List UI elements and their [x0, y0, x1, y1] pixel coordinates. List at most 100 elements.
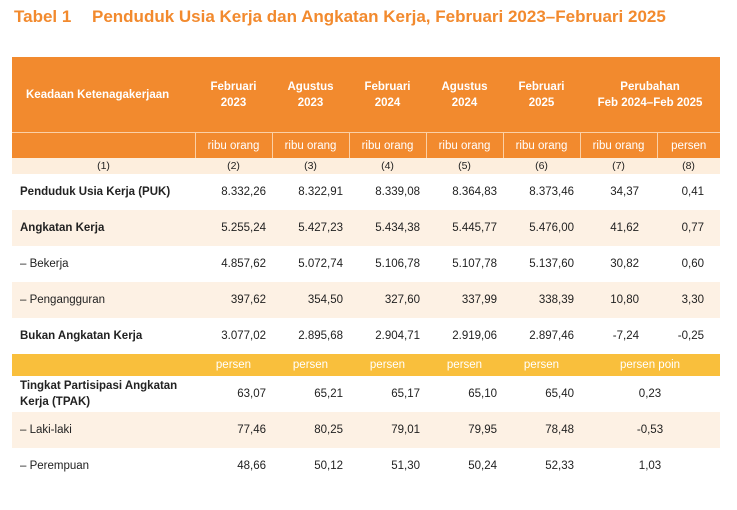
unit-label: persen [656, 132, 720, 158]
cell: 8.364,83 [452, 186, 497, 198]
cell: 48,66 [237, 460, 266, 472]
unit-label: persen [195, 354, 272, 376]
cell: 63,07 [237, 388, 266, 400]
cell: 8.322,91 [298, 186, 343, 198]
period-header: Februari 2025 [503, 57, 580, 133]
row-label: Tingkat Partisipasi Angkatan Kerja (TPAK… [20, 380, 178, 408]
cell: 8.373,46 [529, 186, 574, 198]
cell: 0,23 [638, 388, 662, 400]
cell: 2.904,71 [375, 330, 420, 342]
cell: 1,03 [638, 460, 662, 472]
cell: 4.857,62 [221, 258, 266, 270]
cell: 0,60 [681, 258, 704, 270]
unit-label: ribu orang [271, 132, 349, 158]
cell: 5.107,78 [452, 258, 497, 270]
cell: 8.332,26 [221, 186, 266, 198]
unit-label: persen [426, 354, 503, 376]
unit-label: ribu orang [194, 132, 272, 158]
cell: 79,01 [349, 412, 426, 448]
cell: 51,30 [391, 460, 420, 472]
cell: 50,24 [468, 460, 497, 472]
table-row: – Perempuan 48,66 50,12 51,30 50,24 52,3… [12, 448, 720, 484]
table-number: Tabel 1 [14, 7, 72, 26]
cell: -0,25 [677, 330, 704, 342]
header-row: Keadaan Ketenagakerjaan Februari 2023 Agu… [12, 57, 720, 133]
change-header: Perubahan Feb 2024–Feb 2025 [580, 57, 720, 133]
column-index: (5) [426, 158, 503, 174]
cell: 5.137,60 [529, 258, 574, 270]
table-row: Penduduk Usia Kerja (PUK) 8.332,26 8.322… [12, 174, 720, 210]
period-header: Februari 2024 [349, 57, 426, 133]
cell: 77,46 [195, 412, 272, 448]
column-index: (7) [580, 158, 657, 174]
cell: 65,10 [468, 388, 497, 400]
cell: 50,12 [314, 460, 343, 472]
cell: 65,17 [391, 388, 420, 400]
cell: -7,24 [612, 330, 639, 342]
cell: -0,53 [580, 412, 720, 448]
cell: 65,21 [314, 388, 343, 400]
cell: 0,41 [681, 186, 704, 198]
cell: 34,37 [610, 186, 639, 198]
column-index: (4) [349, 158, 426, 174]
column-index: (3) [272, 158, 349, 174]
cell: 5.445,77 [426, 210, 503, 246]
period-header: Februari 2023 [195, 57, 272, 133]
column-index: (1) [12, 158, 195, 174]
unit-label: persen [272, 354, 349, 376]
cell: 30,82 [610, 258, 639, 270]
cell: 3,30 [657, 282, 720, 318]
unit-blank [12, 354, 195, 376]
cell: 79,95 [426, 412, 503, 448]
unit-label: persen [349, 354, 426, 376]
unit-label: ribu orang [348, 132, 426, 158]
cell: 10,80 [580, 282, 657, 318]
period-header: Agustus 2023 [272, 57, 349, 133]
cell: 65,40 [545, 388, 574, 400]
cell: 41,62 [580, 210, 657, 246]
cell: 8.339,08 [375, 186, 420, 198]
cell: 3.077,02 [221, 330, 266, 342]
table-title: Tabel 1 Penduduk Usia Kerja dan Angkatan … [14, 7, 666, 27]
column-index: (2) [195, 158, 272, 174]
row-label: Penduduk Usia Kerja (PUK) [20, 186, 171, 198]
cell: 5.255,24 [195, 210, 272, 246]
cell: 327,60 [349, 282, 426, 318]
unit-blank [12, 132, 195, 158]
cell: 52,33 [545, 460, 574, 472]
unit-header-row: ribu orang ribu orang ribu orang ribu or… [12, 132, 720, 158]
table-row: Bukan Angkatan Kerja 3.077,02 2.895,68 2… [12, 318, 720, 354]
row-label: Angkatan Kerja [12, 210, 195, 246]
table-row: – Laki-laki 77,46 80,25 79,01 79,95 78,4… [12, 412, 720, 448]
cell: 5.072,74 [298, 258, 343, 270]
row-label: – Pengangguran [12, 282, 195, 318]
unit-label: ribu orang [425, 132, 503, 158]
table-row: – Pengangguran 397,62 354,50 327,60 337,… [12, 282, 720, 318]
table-row: Angkatan Kerja 5.255,24 5.427,23 5.434,3… [12, 210, 720, 246]
cell: 337,99 [426, 282, 503, 318]
unit-label: ribu orang [579, 132, 657, 158]
row-label: – Bekerja [20, 258, 69, 270]
cell: 338,39 [503, 282, 580, 318]
percent-unit-row: persen persen persen persen persen perse… [12, 354, 720, 376]
unit-label: persen poin [580, 354, 720, 376]
stub-header: Keadaan Ketenagakerjaan [12, 57, 195, 133]
period-header: Agustus 2024 [426, 57, 503, 133]
cell: 397,62 [195, 282, 272, 318]
cell: 2.919,06 [452, 330, 497, 342]
cell: 0,77 [657, 210, 720, 246]
table-row: Tingkat Partisipasi Angkatan Kerja (TPAK… [12, 376, 720, 412]
cell: 80,25 [272, 412, 349, 448]
row-label: – Perempuan [20, 460, 90, 472]
cell: 5.106,78 [375, 258, 420, 270]
column-index-row: (1) (2) (3) (4) (5) (6) (7) (8) [12, 158, 720, 174]
table-row: – Bekerja 4.857,62 5.072,74 5.106,78 5.1… [12, 246, 720, 282]
row-label: Bukan Angkatan Kerja [20, 330, 143, 342]
table-caption: Penduduk Usia Kerja dan Angkatan Kerja, … [92, 7, 666, 26]
cell: 2.897,46 [529, 330, 574, 342]
column-index: (6) [503, 158, 580, 174]
cell: 78,48 [503, 412, 580, 448]
cell: 5.427,23 [272, 210, 349, 246]
cell: 5.434,38 [349, 210, 426, 246]
cell: 5.476,00 [503, 210, 580, 246]
